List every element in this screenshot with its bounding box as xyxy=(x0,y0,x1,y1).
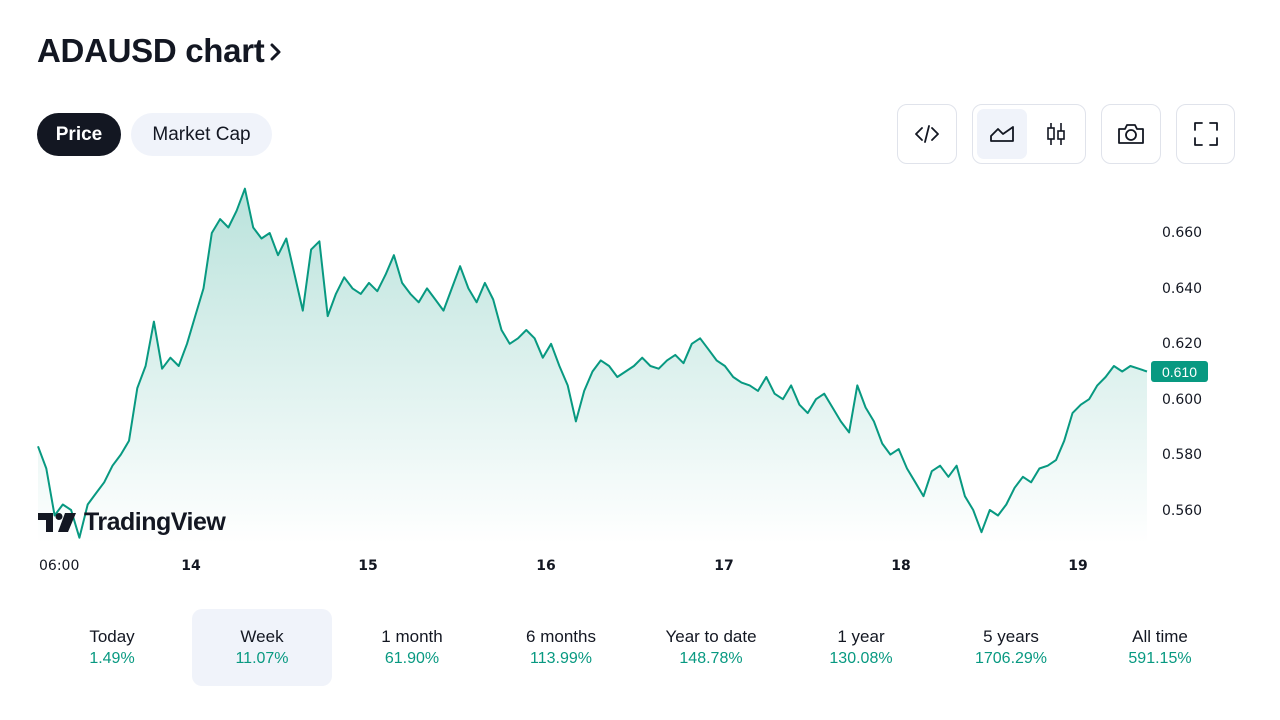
y-tick-label: 0.620 xyxy=(1162,336,1203,352)
price-line xyxy=(37,187,1148,539)
chart-style-toggle xyxy=(972,104,1086,164)
period-label: Week xyxy=(240,627,284,646)
y-tick-label: 0.560 xyxy=(1162,503,1203,519)
x-tick-label: 18 xyxy=(891,558,911,574)
period-6-months[interactable]: 6 months 113.99% xyxy=(491,609,631,686)
area-chart-button[interactable] xyxy=(977,109,1027,159)
period-all-time[interactable]: All time 591.15% xyxy=(1090,609,1230,686)
tradingview-logo-icon xyxy=(38,512,76,532)
period-1-year[interactable]: 1 year 130.08% xyxy=(791,609,931,686)
period-value: 148.78% xyxy=(679,650,743,667)
x-tick-label: 17 xyxy=(714,558,734,574)
tab-market-cap[interactable]: Market Cap xyxy=(131,113,272,156)
chevron-right-icon xyxy=(270,43,281,61)
price-area-fill xyxy=(38,188,1147,544)
page-title-text: ADAUSD chart xyxy=(37,32,265,69)
tradingview-watermark[interactable]: TradingView xyxy=(38,508,226,537)
page-title[interactable]: ADAUSD chart xyxy=(37,32,288,70)
candlestick-button[interactable] xyxy=(1031,109,1081,159)
fullscreen-icon xyxy=(1193,122,1218,146)
period-value: 61.90% xyxy=(384,650,440,667)
period-value: 591.15% xyxy=(1128,650,1192,667)
period-label: 1 year xyxy=(837,627,885,646)
tab-price[interactable]: Price xyxy=(37,113,121,156)
area-chart-icon xyxy=(990,126,1014,142)
period-year-to-date[interactable]: Year to date 148.78% xyxy=(641,609,781,686)
x-tick-label: 06:00 xyxy=(39,558,80,574)
x-tick-label: 16 xyxy=(536,558,556,574)
period-label: All time xyxy=(1132,627,1188,646)
y-tick-label: 0.660 xyxy=(1162,225,1203,241)
period-1-month[interactable]: 1 month 61.90% xyxy=(342,609,482,686)
performance-periods: Today 1.49% Week 11.07% 1 month 61.90% 6… xyxy=(40,609,1240,686)
period-week[interactable]: Week 11.07% xyxy=(192,609,332,686)
price-chart[interactable] xyxy=(0,176,1280,586)
x-tick-label: 14 xyxy=(181,558,201,574)
period-label: 6 months xyxy=(526,627,596,646)
period-label: 5 years xyxy=(983,627,1039,646)
x-tick-label: 19 xyxy=(1068,558,1088,574)
period-value: 1.49% xyxy=(89,650,135,667)
candlestick-icon xyxy=(1047,123,1065,145)
tradingview-wordmark: TradingView xyxy=(84,508,226,536)
period-label: Year to date xyxy=(665,627,757,646)
y-tick-label: 0.600 xyxy=(1162,392,1203,408)
last-price-tag: 0.610 xyxy=(1151,361,1208,382)
camera-icon xyxy=(1118,124,1144,144)
period-today[interactable]: Today 1.49% xyxy=(42,609,182,686)
x-tick-label: 15 xyxy=(358,558,378,574)
period-label: 1 month xyxy=(381,627,443,646)
period-label: Today xyxy=(89,627,135,646)
code-icon xyxy=(915,125,939,143)
period-value: 1706.29% xyxy=(974,650,1048,667)
y-tick-label: 0.580 xyxy=(1162,447,1203,463)
period-value: 11.07% xyxy=(235,650,289,667)
embed-button[interactable] xyxy=(897,104,957,164)
snapshot-button[interactable] xyxy=(1101,104,1161,164)
period-value: 130.08% xyxy=(829,650,893,667)
y-tick-label: 0.640 xyxy=(1162,281,1203,297)
period-value: 113.99% xyxy=(530,650,592,667)
fullscreen-button[interactable] xyxy=(1176,104,1235,164)
period-5-years[interactable]: 5 years 1706.29% xyxy=(941,609,1081,686)
